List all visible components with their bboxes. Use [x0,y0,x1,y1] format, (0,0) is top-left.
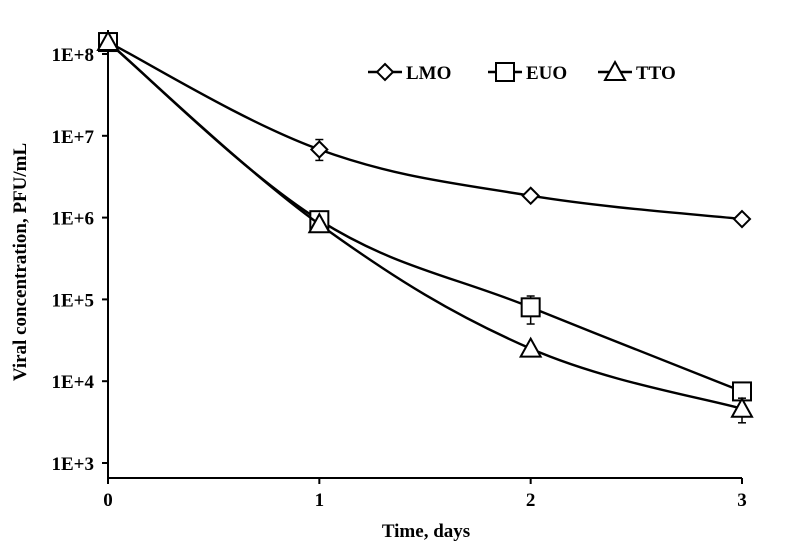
series-line [107,40,743,221]
x-tick-label: 1 [315,490,325,511]
y-tick-label: 1E+3 [52,454,95,475]
y-axis-title: Viral concentration, PFU/mL [10,143,31,381]
data-point-lmo [732,209,752,229]
legend-label: TTO [636,63,676,84]
y-tick-label: 1E+6 [52,209,95,230]
y-tick-label: 1E+4 [52,372,95,393]
legend-item-euo: EUO [488,62,567,84]
data-point-euo [520,297,541,318]
data-point-lmo [521,186,541,206]
legend-label: LMO [406,63,451,84]
y-tick-label: 1E+7 [52,127,95,148]
data-point-tto [96,29,120,52]
axes: 1E+3 1E+4 1E+5 1E+6 1E+7 1E+8 0 1 2 3 [52,30,747,511]
series-line [107,41,743,410]
series-tto [96,29,754,424]
data-point-tto [307,212,332,234]
legend-item-tto: TTO [598,59,676,84]
series-euo [98,32,752,402]
legend-marker [495,62,515,82]
legend-marker [375,62,395,82]
data-point-lmo [309,140,329,159]
x-tick-label: 2 [526,490,536,511]
x-tick-label: 3 [737,490,747,511]
legend-item-lmo: LMO [368,62,451,84]
series-layer [96,29,754,424]
data-point-tto [730,396,754,418]
x-tick-label: 0 [103,490,113,511]
y-tick-label: 1E+8 [52,45,95,66]
legend-label: EUO [526,63,567,84]
data-point-tto [518,336,543,358]
legend: LMO EUO TTO [368,59,676,84]
legend-marker [603,59,627,81]
y-tick-label: 1E+5 [52,290,95,311]
x-axis-title: Time, days [382,521,470,542]
